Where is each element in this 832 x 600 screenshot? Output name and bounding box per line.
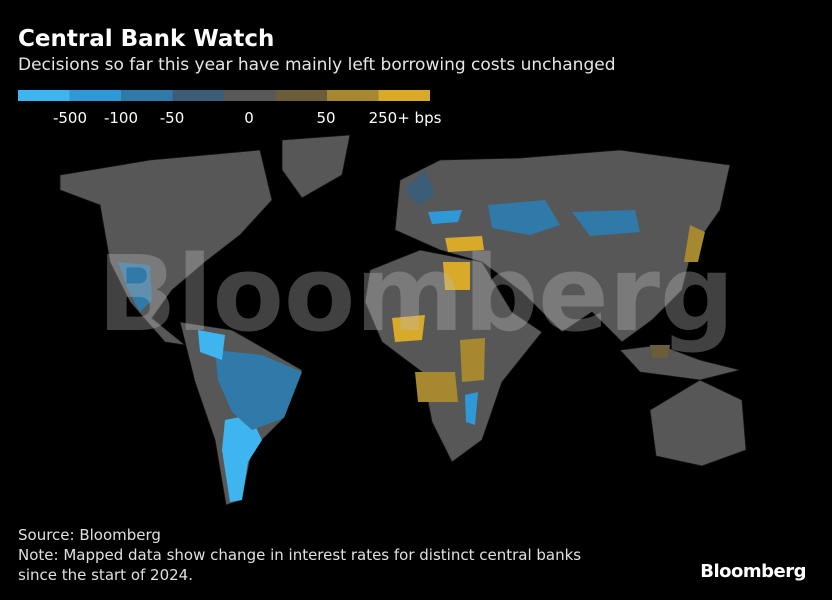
note-line: Note: Mapped data show change in interes… <box>18 546 582 564</box>
note-line: since the start of 2024. <box>18 566 193 584</box>
legend-swatch <box>69 90 121 101</box>
legend-label: -50 <box>160 109 185 127</box>
legend-label: 250+ bps <box>369 109 442 127</box>
legend-swatch <box>172 90 224 101</box>
legend-label: 0 <box>244 109 254 127</box>
source: Source: Bloomberg <box>18 526 161 544</box>
watermark: Bloomberg <box>98 233 735 355</box>
legend-label: -500 <box>53 109 87 127</box>
subtitle: Decisions so far this year have mainly l… <box>18 55 616 75</box>
legend-label: -100 <box>104 109 138 127</box>
legend-swatch <box>121 90 173 101</box>
legend-label: 50 <box>316 109 335 127</box>
legend-swatch <box>275 90 327 101</box>
title: Central Bank Watch <box>18 26 275 52</box>
legend-swatch <box>224 90 276 101</box>
map: -500 -100 -50 0 50 250+ bps Bl <box>18 90 747 506</box>
legend: -500 -100 -50 0 50 250+ bps <box>18 90 442 127</box>
logo: Bloomberg <box>700 561 806 582</box>
legend-swatch <box>327 90 379 101</box>
land <box>59 134 747 506</box>
legend-swatch <box>378 90 430 101</box>
legend-swatch <box>18 90 70 101</box>
